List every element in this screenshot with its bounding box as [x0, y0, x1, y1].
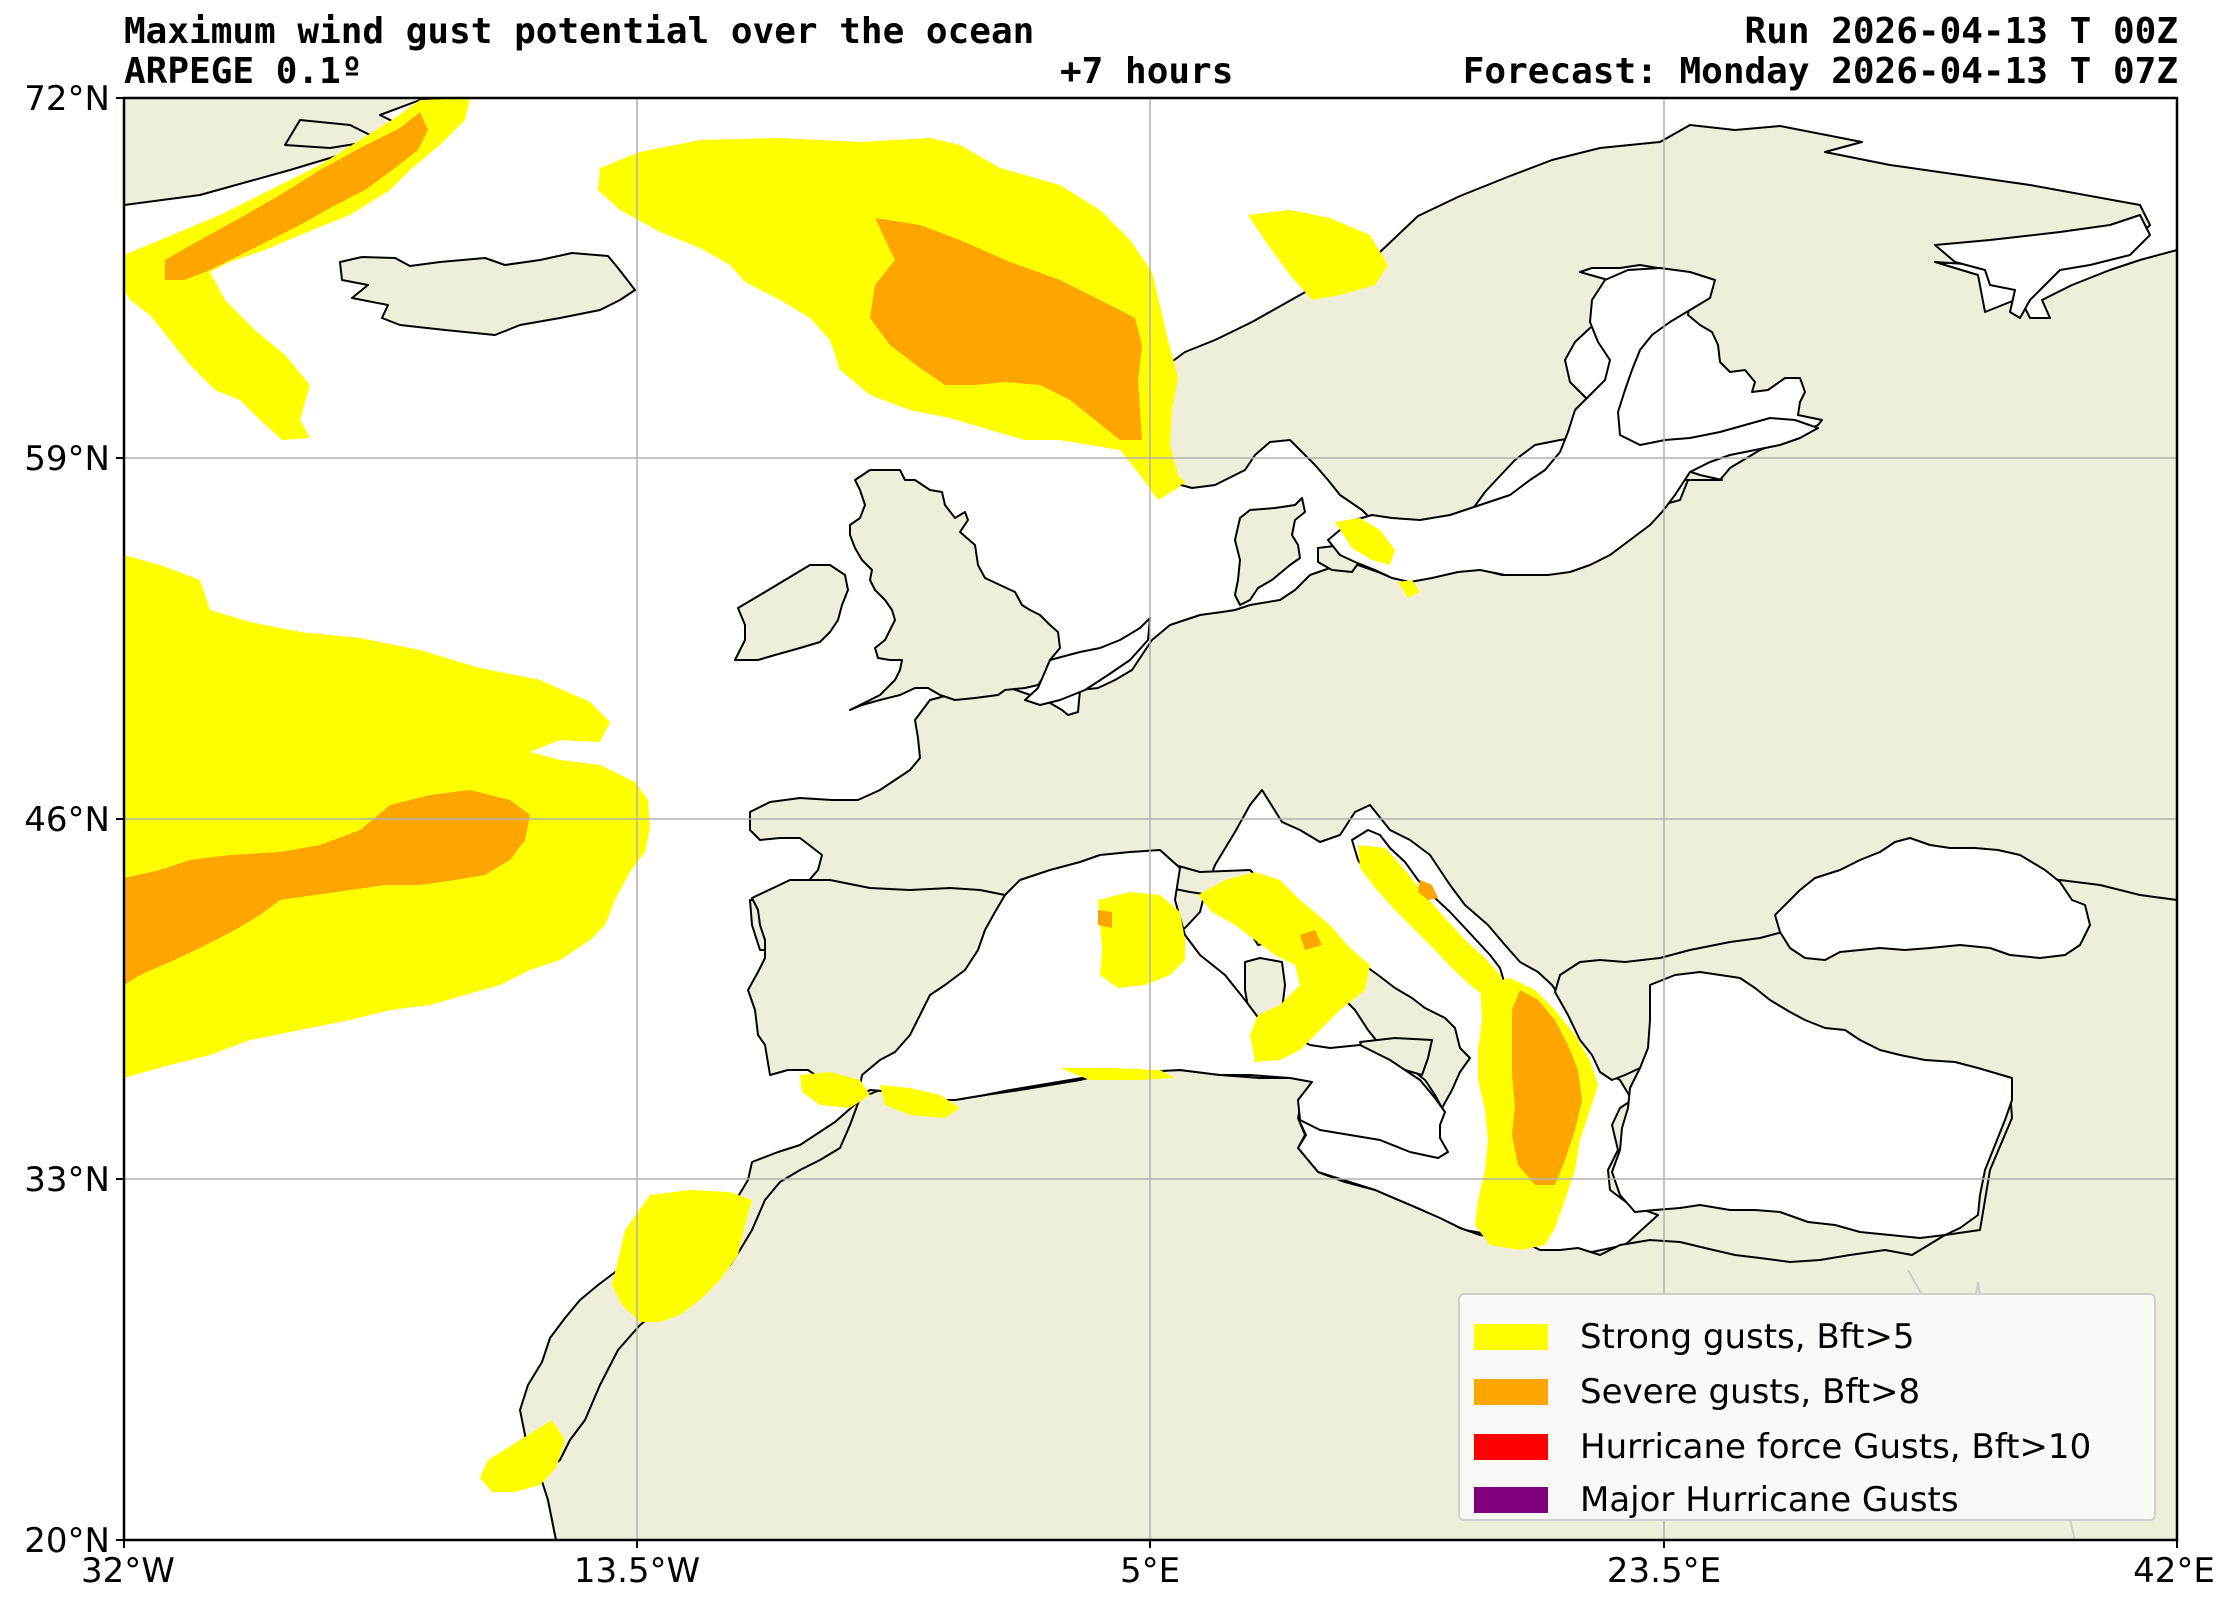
legend-swatch — [1474, 1324, 1548, 1350]
model-label: ARPEGE 0.1º — [124, 51, 363, 92]
gust-severe-norwegian-sea — [870, 218, 1142, 440]
gust-severe-ionian — [1512, 990, 1582, 1185]
forecast-label: Forecast: Monday 2026-04-13 T 07Z — [1462, 51, 2178, 92]
sea-mediterranean — [857, 849, 1449, 1159]
gust-strong-gulf-of-lion — [1098, 892, 1185, 988]
legend-label: Strong gusts, Bft>5 — [1580, 1317, 1915, 1357]
sea-cutouts — [857, 214, 2151, 1239]
land-ireland — [734, 564, 849, 661]
legend-label: Major Hurricane Gusts — [1580, 1480, 1959, 1520]
land-iceland — [339, 252, 636, 336]
gust-severe-atlantic — [124, 790, 530, 985]
gust-strong-norwegian-sea-east — [1248, 210, 1388, 300]
gridlines — [124, 98, 2177, 1540]
legend-swatch — [1474, 1379, 1548, 1405]
legend-label: Hurricane force Gusts, Bft>10 — [1580, 1427, 2092, 1467]
lat-tick-labels: 72°N 59°N 46°N 33°N 20°N — [24, 79, 110, 1561]
land-greenland-island — [284, 119, 381, 149]
sea-channel — [1024, 617, 1151, 706]
legend-item-hurricane: Hurricane force Gusts, Bft>10 — [1474, 1427, 2091, 1467]
legend-item-major-hurricane: Major Hurricane Gusts — [1474, 1480, 1959, 1520]
sea-black — [1774, 837, 2091, 961]
gust-strong-tyrrhenian — [1198, 872, 1370, 1062]
legend-item-strong: Strong gusts, Bft>5 — [1474, 1317, 1915, 1357]
lat-tick-label: 59°N — [24, 439, 110, 479]
gust-strong-algeria-coast — [880, 1085, 960, 1118]
legend-swatch — [1474, 1487, 1548, 1513]
lon-tick-label: 42°E — [2133, 1551, 2215, 1591]
gust-strong-tunisia — [1060, 1068, 1175, 1080]
lat-tick-label: 72°N — [24, 79, 110, 119]
lat-tick-label: 20°N — [24, 1521, 110, 1561]
land-great-britain — [849, 469, 1061, 711]
legend-swatch — [1474, 1434, 1548, 1460]
gust-severe-lion-speck — [1098, 910, 1112, 928]
lon-tick-label: 5°E — [1120, 1551, 1180, 1591]
lat-tick-label: 46°N — [24, 800, 110, 840]
legend: Strong gusts, Bft>5 Severe gusts, Bft>8 … — [1458, 1293, 2156, 1521]
gust-severe-layer — [124, 112, 1582, 1185]
gust-strong-morocco-coast — [612, 1190, 752, 1322]
gust-strong-baltic-small — [1398, 580, 1420, 598]
land-denmark — [1234, 497, 1306, 606]
run-label: Run 2026-04-13 T 00Z — [1744, 11, 2178, 52]
map-title: Maximum wind gust potential over the oce… — [124, 11, 1035, 52]
lon-tick-label: 13.5°W — [574, 1551, 700, 1591]
gust-severe-greenland — [165, 112, 428, 280]
gust-strong-skagerrak — [1335, 518, 1395, 565]
gust-strong-canaries — [480, 1420, 565, 1492]
gust-severe-adriatic-speck — [1418, 880, 1438, 900]
gust-severe-tyrrhenian-speck — [1300, 930, 1322, 950]
lon-tick-labels: 32°W 13.5°W 5°E 23.5°E 42°E — [81, 1551, 2215, 1591]
gust-strong-sicily-channel — [800, 1072, 870, 1108]
legend-item-severe: Severe gusts, Bft>8 — [1474, 1372, 1920, 1412]
gust-strong-adriatic — [1358, 845, 1505, 1000]
lead-time-label: +7 hours — [1060, 51, 1234, 92]
lat-tick-label: 33°N — [24, 1160, 110, 1200]
legend-label: Severe gusts, Bft>8 — [1580, 1372, 1921, 1412]
sea-east-med — [1611, 971, 2013, 1239]
lon-tick-label: 32°W — [81, 1551, 175, 1591]
sea-baltic — [1327, 267, 1819, 583]
tick-marks — [116, 97, 2178, 1548]
gust-strong-greenland-sea — [124, 98, 470, 440]
lon-tick-label: 23.5°E — [1607, 1551, 1721, 1591]
sea-northern-bay — [1934, 214, 2151, 319]
